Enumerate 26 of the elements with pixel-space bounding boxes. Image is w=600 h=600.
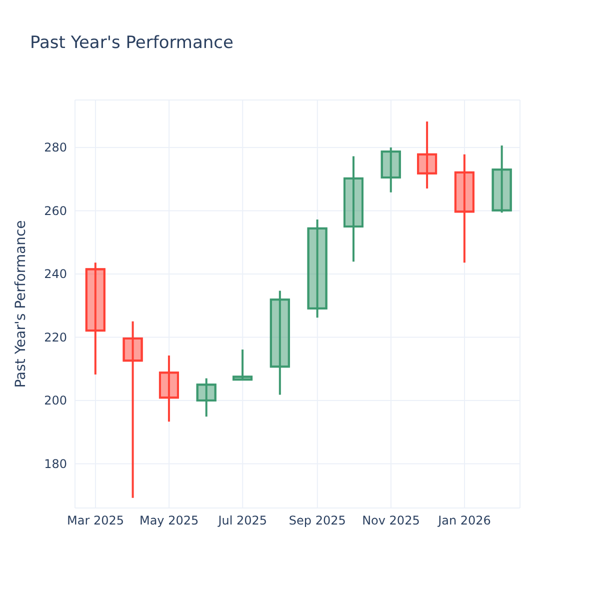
candlestick	[196, 377, 216, 418]
x-tick-label: Nov 2025	[362, 514, 420, 528]
candlestick	[122, 320, 143, 499]
candlestick	[232, 348, 253, 382]
x-tick-label: Jan 2026	[437, 514, 491, 528]
candlestick	[307, 218, 328, 319]
y-tick-label: 240	[44, 267, 67, 282]
y-tick-label: 200	[44, 394, 67, 408]
x-tick-label: May 2025	[139, 514, 199, 528]
x-tick-label: Jul 2025	[217, 514, 268, 528]
y-tick-label: 260	[44, 204, 67, 218]
candlestick	[158, 354, 179, 423]
candlestick	[85, 262, 106, 376]
candlestick	[380, 146, 401, 194]
y-tick-label: 220	[44, 330, 67, 344]
candlestick	[270, 290, 290, 396]
y-tick-label: 180	[44, 456, 67, 471]
x-tick-label: Mar 2025	[67, 514, 124, 528]
y-axis-title: Past Year's Performance	[12, 220, 29, 388]
candlestick	[343, 155, 364, 263]
candlestick	[454, 153, 474, 264]
candlestick	[492, 144, 512, 214]
x-tick-label: Sep 2025	[288, 514, 346, 528]
chart-title: Past Year's Performance	[30, 33, 234, 53]
y-tick-label: 280	[44, 140, 67, 155]
candlestick	[417, 120, 438, 190]
